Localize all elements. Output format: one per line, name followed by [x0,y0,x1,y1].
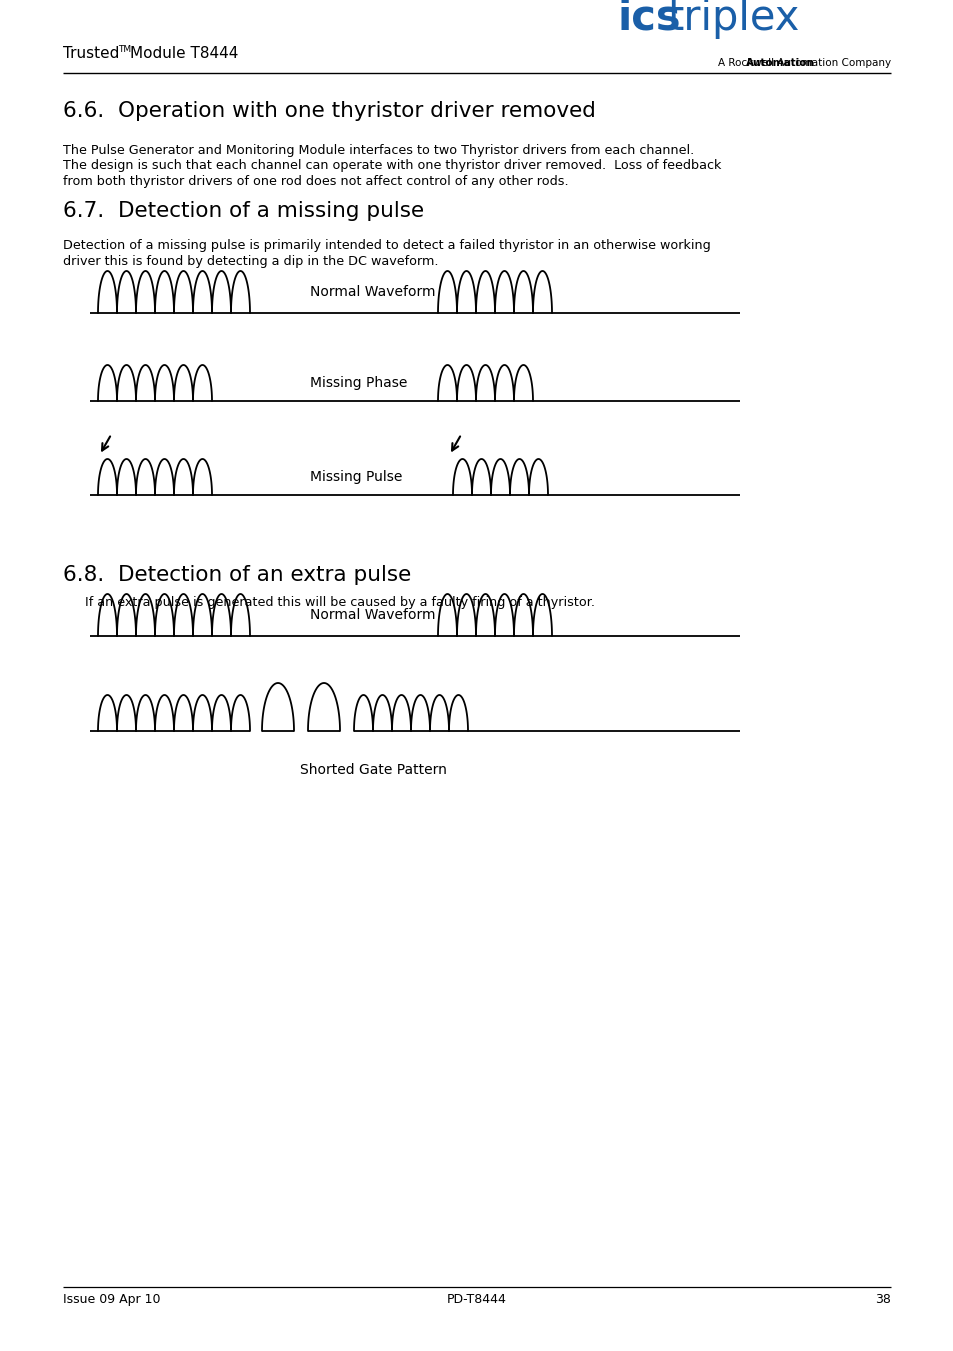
Text: triplex: triplex [667,0,800,39]
Text: If an extra pulse is generated this will be caused by a faulty firing of a thyri: If an extra pulse is generated this will… [85,596,595,609]
Text: driver this is found by detecting a dip in the DC waveform.: driver this is found by detecting a dip … [63,254,438,267]
Text: A Rockwell Automation Company: A Rockwell Automation Company [717,58,890,68]
Text: Module T8444: Module T8444 [130,46,238,61]
Text: 6.6.  Operation with one thyristor driver removed: 6.6. Operation with one thyristor driver… [63,101,596,122]
Text: The Pulse Generator and Monitoring Module interfaces to two Thyristor drivers fr: The Pulse Generator and Monitoring Modul… [63,145,694,157]
Text: 6.8.  Detection of an extra pulse: 6.8. Detection of an extra pulse [63,565,411,585]
Text: PD-T8444: PD-T8444 [447,1293,506,1306]
Text: from both thyristor drivers of one rod does not affect control of any other rods: from both thyristor drivers of one rod d… [63,176,568,188]
Text: ics: ics [618,0,680,39]
Text: 6.7.  Detection of a missing pulse: 6.7. Detection of a missing pulse [63,201,424,222]
Text: Detection of a missing pulse is primarily intended to detect a failed thyristor : Detection of a missing pulse is primaril… [63,239,710,253]
Text: Trusted: Trusted [63,46,119,61]
Text: Issue 09 Apr 10: Issue 09 Apr 10 [63,1293,160,1306]
Text: Automation: Automation [745,58,814,68]
Text: Missing Phase: Missing Phase [310,376,407,390]
Text: 38: 38 [874,1293,890,1306]
Text: Normal Waveform: Normal Waveform [310,285,435,299]
Text: Shorted Gate Pattern: Shorted Gate Pattern [299,763,446,777]
Text: Normal Waveform: Normal Waveform [310,608,435,621]
Text: TM: TM [118,45,131,54]
Text: The design is such that each channel can operate with one thyristor driver remov: The design is such that each channel can… [63,159,720,173]
Text: Missing Pulse: Missing Pulse [310,470,402,484]
